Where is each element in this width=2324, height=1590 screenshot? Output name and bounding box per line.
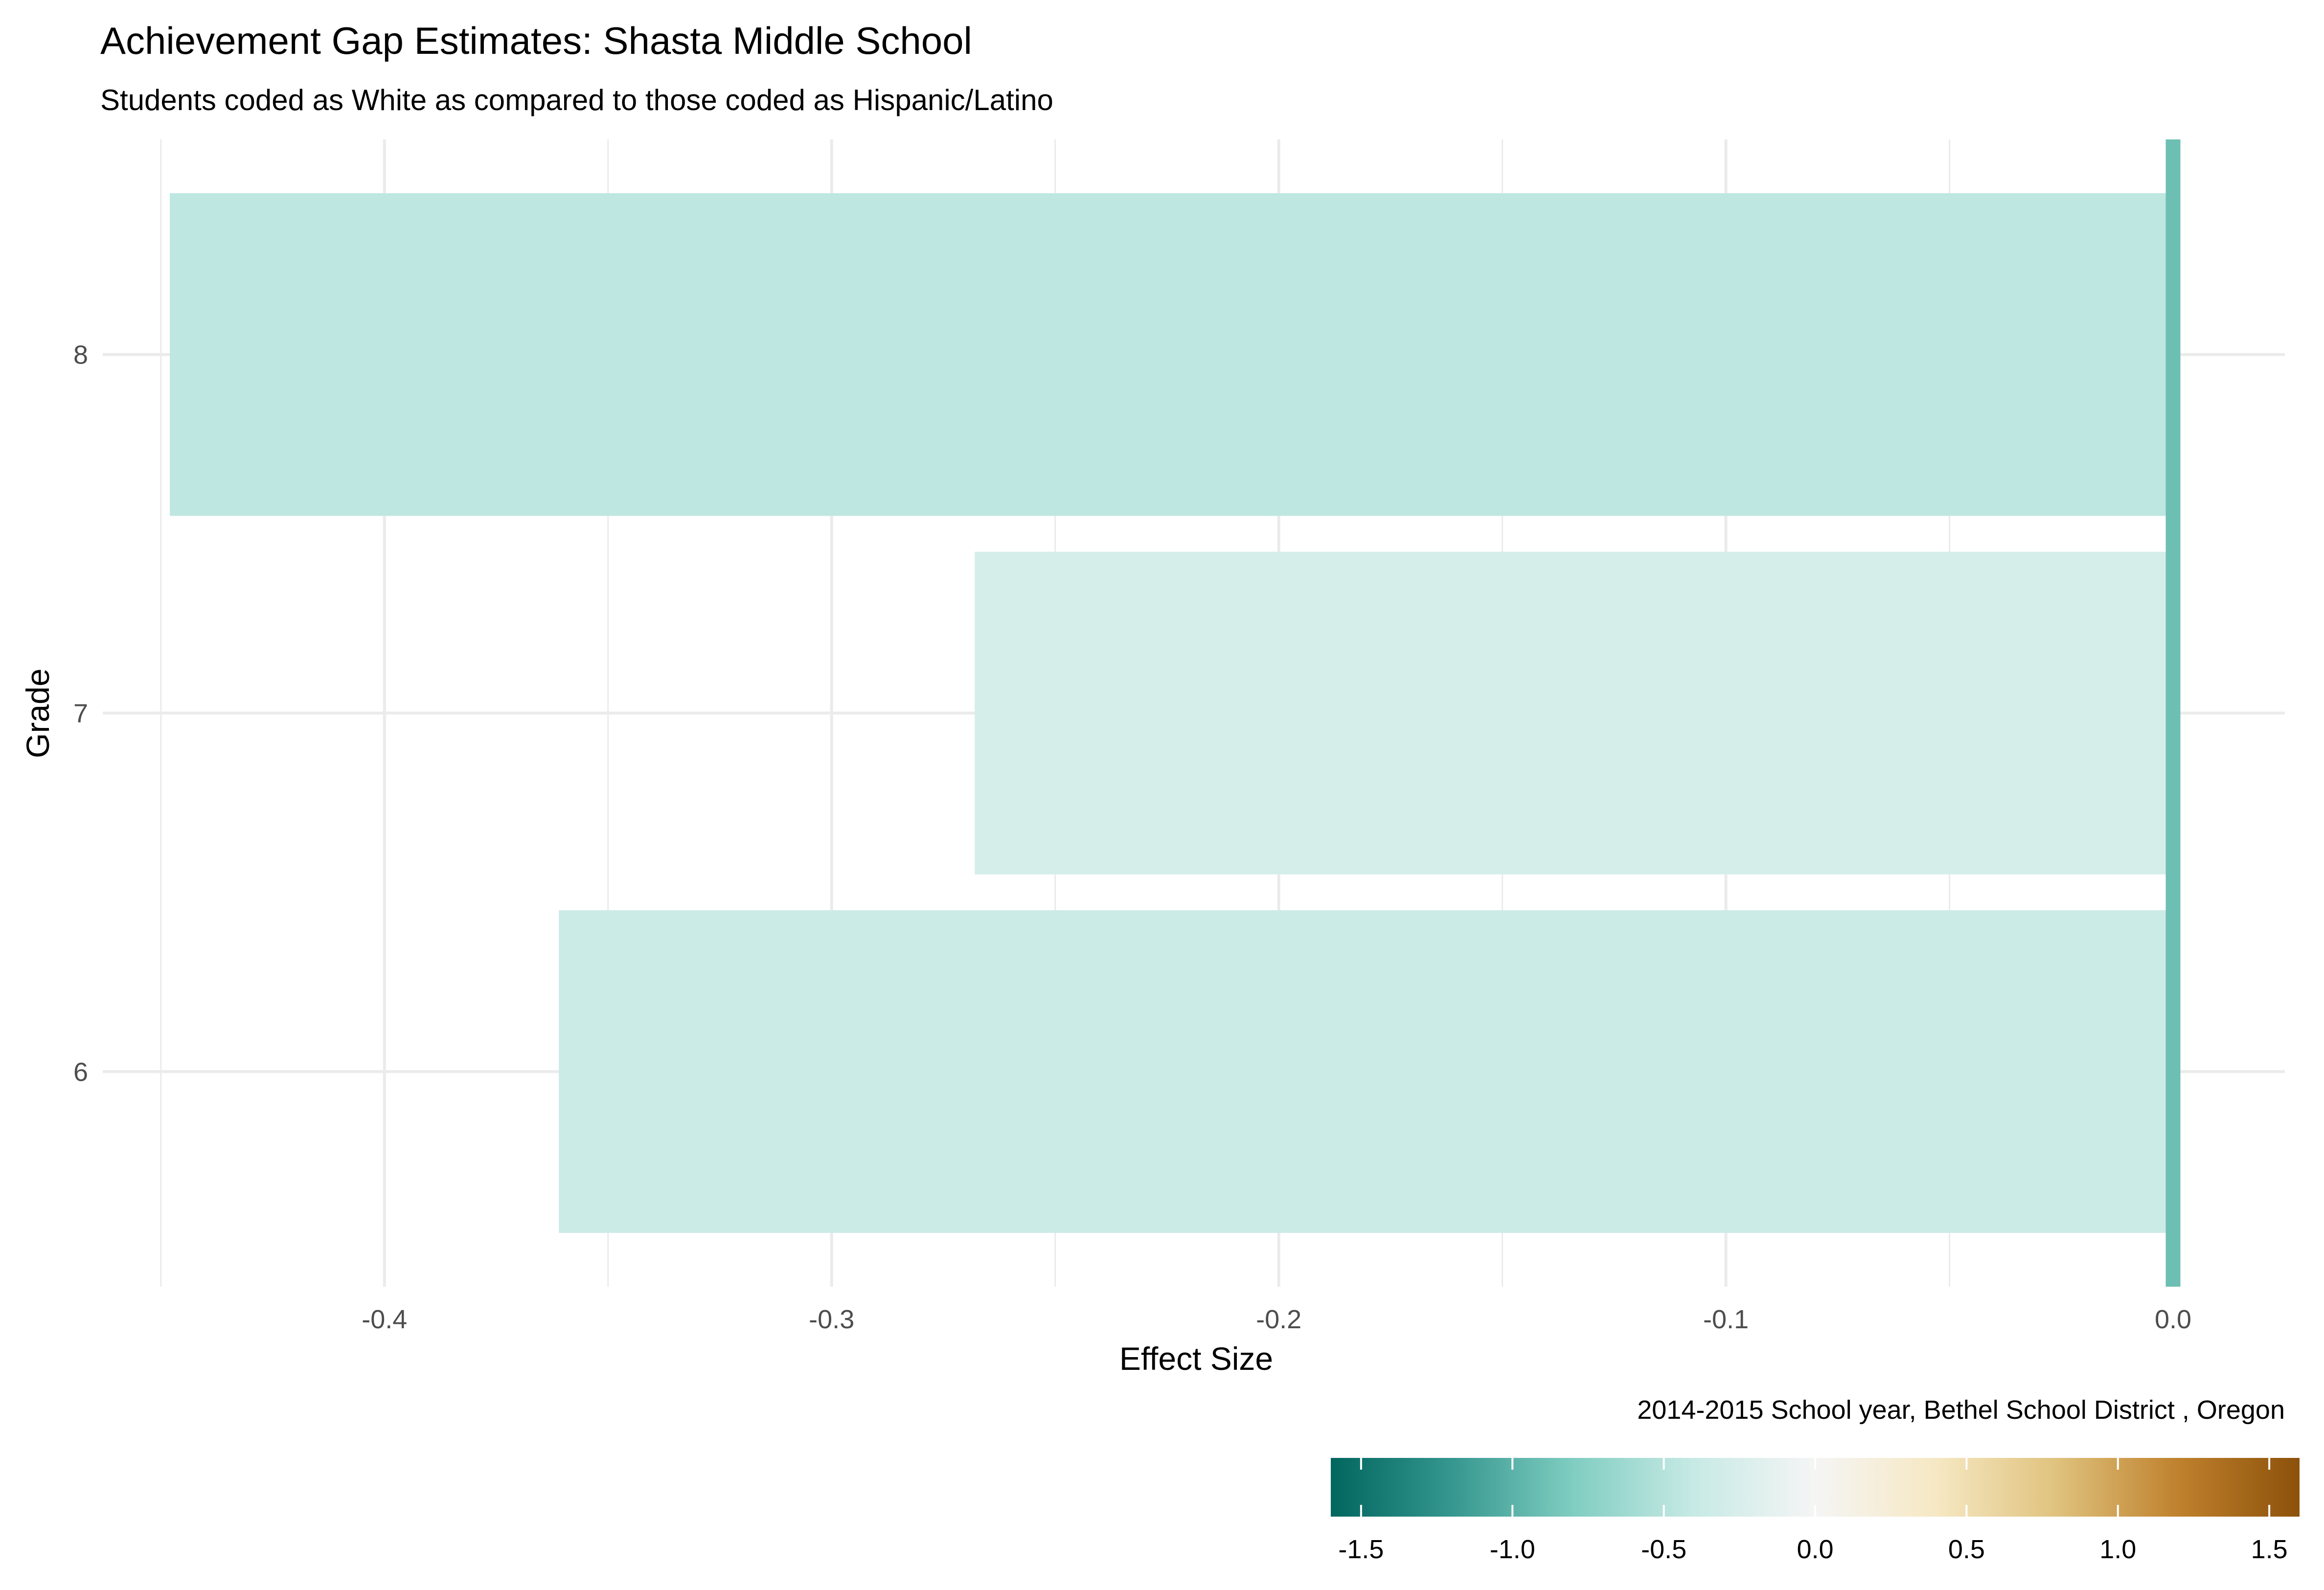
bar-grade-7 — [975, 551, 2173, 875]
legend-tick-label: 0.5 — [1948, 1535, 1985, 1564]
bar-grade-8 — [170, 193, 2173, 516]
y-axis-title: Grade — [20, 668, 56, 758]
y-tick-labels: 6 7 8 — [73, 341, 88, 1087]
chart-title: Achievement Gap Estimates: Shasta Middle… — [100, 19, 972, 62]
legend-tick-label: -1.0 — [1490, 1535, 1535, 1564]
y-tick-label: 7 — [73, 699, 88, 728]
x-tick-label: 0.0 — [2155, 1305, 2191, 1334]
legend-tick-label: -1.5 — [1338, 1535, 1384, 1564]
x-axis-title: Effect Size — [1119, 1340, 1273, 1377]
color-legend: -1.5 -1.0 -0.5 0.0 0.5 1.0 1.5 — [1331, 1458, 2300, 1564]
legend-tick-label: 0.0 — [1797, 1535, 1833, 1564]
legend-tick-label: 1.5 — [2251, 1535, 2288, 1564]
x-tick-label: -0.2 — [1256, 1305, 1301, 1334]
bars — [170, 193, 2173, 1233]
x-tick-labels: -0.4 -0.3 -0.2 -0.1 0.0 — [362, 1305, 2191, 1334]
chart-subtitle: Students coded as White as compared to t… — [100, 84, 1053, 116]
chart-caption: 2014-2015 School year, Bethel School Dis… — [1637, 1395, 2285, 1425]
x-tick-label: -0.3 — [809, 1305, 854, 1334]
x-tick-label: -0.1 — [1703, 1305, 1749, 1334]
bar-grade-6 — [559, 910, 2173, 1233]
legend-tick-label: -0.5 — [1641, 1535, 1686, 1564]
y-tick-label: 6 — [73, 1057, 88, 1087]
x-tick-label: -0.4 — [362, 1305, 407, 1334]
legend-tick-label: 1.0 — [2099, 1535, 2136, 1564]
y-tick-label: 8 — [73, 341, 88, 370]
